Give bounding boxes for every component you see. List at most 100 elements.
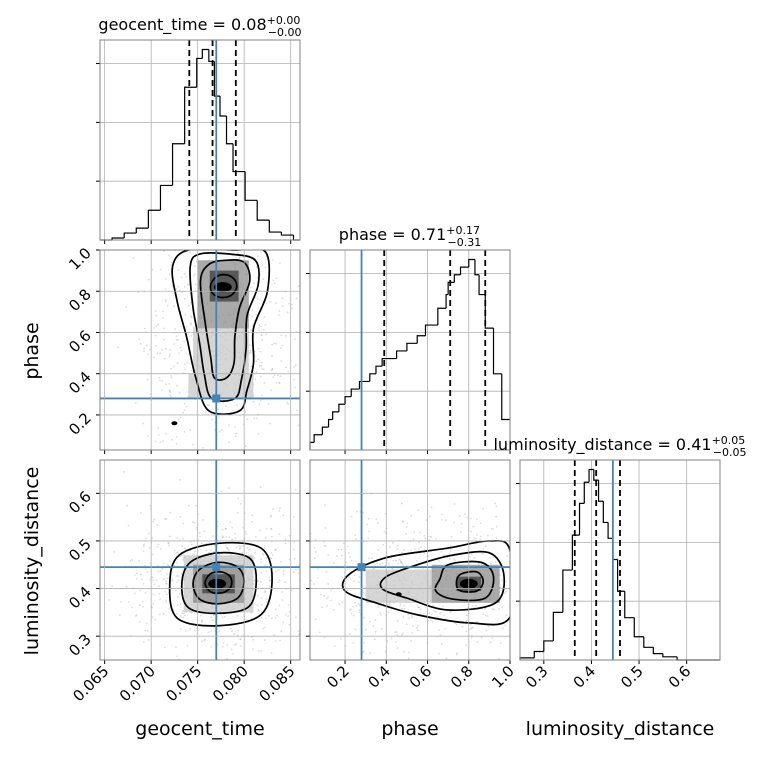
density-geocent-time-vs-phase-sample-point [183, 232, 185, 234]
density-geocent-time-vs-phase-sample-point [273, 374, 276, 377]
density-geocent-time-vs-phase-sample-point [194, 474, 196, 476]
density-geocent-time-vs-phase-sample-point [258, 289, 261, 292]
density-geocent-time-vs-luminosity-distance-sample-point [244, 618, 247, 621]
density-geocent-time-vs-luminosity-distance-sample-point [198, 532, 201, 534]
density-phase-vs-luminosity-distance-sample-point [518, 627, 520, 629]
density-phase-vs-luminosity-distance-sample-point [444, 617, 447, 620]
density-geocent-time-vs-luminosity-distance-sample-point [203, 530, 206, 533]
density-geocent-time-vs-phase-sample-point [317, 167, 319, 169]
density-geocent-time-vs-luminosity-distance-sample-point [142, 550, 145, 553]
density-geocent-time-vs-phase-sample-point [254, 296, 257, 299]
density-geocent-time-vs-phase-sample-point [195, 260, 198, 263]
density-geocent-time-vs-phase-sample-point [277, 314, 280, 316]
density-phase-vs-luminosity-distance-sample-point [532, 545, 534, 547]
density-phase-vs-luminosity-distance-sample-point [505, 590, 508, 593]
density-phase-vs-luminosity-distance-sample-point [384, 564, 387, 567]
density-geocent-time-vs-luminosity-distance-sample-point [334, 549, 336, 551]
density-phase-vs-luminosity-distance-sample-point [556, 566, 558, 568]
density-geocent-time-vs-phase-sample-point [202, 511, 204, 513]
density-geocent-time-vs-luminosity-distance-sample-point [282, 514, 285, 517]
density-geocent-time-vs-phase-sample-point [251, 324, 254, 327]
density-phase-vs-luminosity-distance-sample-point [401, 551, 403, 554]
density-phase-vs-luminosity-distance-sample-point [348, 633, 351, 635]
density-geocent-time-vs-luminosity-distance-sample-point [284, 538, 287, 541]
hist-luminosity-distance-bin [652, 647, 663, 655]
density-geocent-time-vs-phase-sample-point [126, 216, 128, 218]
density-phase-vs-luminosity-distance-sample-point [323, 544, 326, 547]
hist-geocent-time-bin [280, 232, 294, 236]
density-geocent-time-vs-phase-sample-point [270, 389, 272, 392]
density-phase-vs-luminosity-distance-sample-point [346, 545, 349, 548]
density-geocent-time-vs-phase-sample-point [185, 405, 188, 408]
density-geocent-time-vs-phase-sample-point [234, 426, 236, 429]
density-phase-vs-luminosity-distance-sample-point [323, 636, 326, 639]
density-geocent-time-vs-phase-sample-point [248, 313, 251, 316]
density-geocent-time-vs-luminosity-distance-sample-point [152, 593, 155, 596]
panel-hist-geocent-time: geocent_time = 0.08+0.00 −0.00 [96, 14, 302, 244]
title-lower-error: −0.05 [713, 446, 747, 459]
density-geocent-time-vs-phase-sample-point [261, 456, 263, 458]
density-phase-vs-luminosity-distance-sample-point [443, 614, 446, 617]
density-geocent-time-vs-luminosity-distance-sample-point [235, 546, 238, 549]
density-geocent-time-vs-luminosity-distance-sample-point [146, 629, 149, 632]
density-phase-vs-luminosity-distance-sample-point [489, 562, 492, 565]
density-geocent-time-vs-phase-sample-point [308, 455, 310, 457]
density-geocent-time-vs-phase-sample-point [164, 298, 167, 301]
density-geocent-time-vs-luminosity-distance-sample-point [158, 592, 161, 595]
density-phase-vs-luminosity-distance-sample-point [351, 605, 354, 608]
density-phase-vs-luminosity-distance-sample-point [534, 621, 536, 623]
density-geocent-time-vs-phase-sample-point [125, 306, 128, 309]
density-phase-vs-luminosity-distance-sample-point [460, 522, 463, 525]
hist-phase-bin [309, 441, 315, 450]
density-geocent-time-vs-phase-sample-point [163, 338, 165, 341]
y-tick-label-luminosity_distance: 0.4 [65, 583, 95, 613]
density-geocent-time-vs-phase-sample-point [186, 283, 189, 286]
density-phase-vs-luminosity-distance-sample-point [284, 609, 286, 611]
density-geocent-time-vs-phase-plot-area [100, 167, 319, 513]
density-geocent-time-vs-phase-sample-point [209, 243, 211, 245]
density-geocent-time-vs-luminosity-distance-sample-point [165, 517, 168, 520]
density-phase-vs-luminosity-distance-sample-point [454, 560, 457, 562]
density-geocent-time-vs-luminosity-distance-sample-point [154, 618, 156, 621]
title-prefix: geocent_time = 0.08 [98, 15, 266, 35]
density-geocent-time-vs-luminosity-distance-sample-point [179, 627, 182, 630]
density-phase-vs-luminosity-distance-sample-point [441, 513, 443, 516]
density-geocent-time-vs-luminosity-distance-sample-point [119, 600, 122, 603]
density-geocent-time-vs-phase-sample-point [238, 256, 241, 259]
density-geocent-time-vs-luminosity-distance-sample-point [260, 650, 263, 653]
density-phase-vs-luminosity-distance-sample-point [387, 611, 390, 614]
density-geocent-time-vs-phase-sample-point [173, 198, 175, 200]
density-geocent-time-vs-phase-sample-point [134, 402, 137, 404]
density-geocent-time-vs-luminosity-distance-sample-point [156, 545, 159, 548]
density-geocent-time-vs-luminosity-distance-sample-point [275, 570, 277, 573]
density-geocent-time-vs-luminosity-distance-sample-point [284, 581, 286, 584]
density-geocent-time-vs-luminosity-distance-sample-point [151, 537, 154, 539]
x-axis-label-luminosity-distance: luminosity_distance [526, 718, 715, 740]
density-phase-vs-luminosity-distance-sample-point [358, 581, 360, 584]
density-geocent-time-vs-luminosity-distance-sample-point [216, 525, 219, 528]
density-geocent-time-vs-luminosity-distance-sample-point [284, 542, 287, 545]
y-tick-label-phase: 1.0 [65, 244, 95, 274]
density-phase-vs-luminosity-distance-sample-point [513, 664, 515, 666]
density-geocent-time-vs-phase-sample-point [277, 220, 279, 222]
density-phase-vs-luminosity-distance-sample-point [432, 610, 435, 612]
density-geocent-time-vs-luminosity-distance-sample-point [203, 639, 206, 642]
density-geocent-time-vs-phase-sample-point [234, 435, 237, 438]
density-geocent-time-vs-luminosity-distance-sample-point [294, 568, 297, 571]
density-geocent-time-vs-luminosity-distance-sample-point [279, 639, 281, 642]
density-phase-vs-luminosity-distance-sample-point [327, 596, 329, 599]
density-phase-vs-luminosity-distance-sample-point [314, 551, 317, 553]
density-geocent-time-vs-phase-sample-point [265, 333, 268, 336]
density-phase-vs-luminosity-distance-sample-point [482, 548, 485, 550]
density-geocent-time-vs-phase-sample-point [264, 323, 267, 326]
density-phase-vs-luminosity-distance-sample-point [353, 580, 355, 583]
density-geocent-time-vs-phase-sample-point [271, 368, 274, 370]
density-geocent-time-vs-luminosity-distance-sample-point [178, 478, 181, 481]
density-geocent-time-vs-phase-sample-point [279, 375, 282, 378]
density-geocent-time-vs-phase-sample-point [219, 222, 221, 224]
density-geocent-time-vs-phase-sample-point [225, 174, 227, 176]
density-geocent-time-vs-luminosity-distance-sample-point [304, 608, 306, 610]
hist-phase-bin [501, 373, 510, 421]
hist-phase-bin [369, 373, 376, 382]
density-phase-vs-luminosity-distance-sample-point [534, 559, 536, 561]
